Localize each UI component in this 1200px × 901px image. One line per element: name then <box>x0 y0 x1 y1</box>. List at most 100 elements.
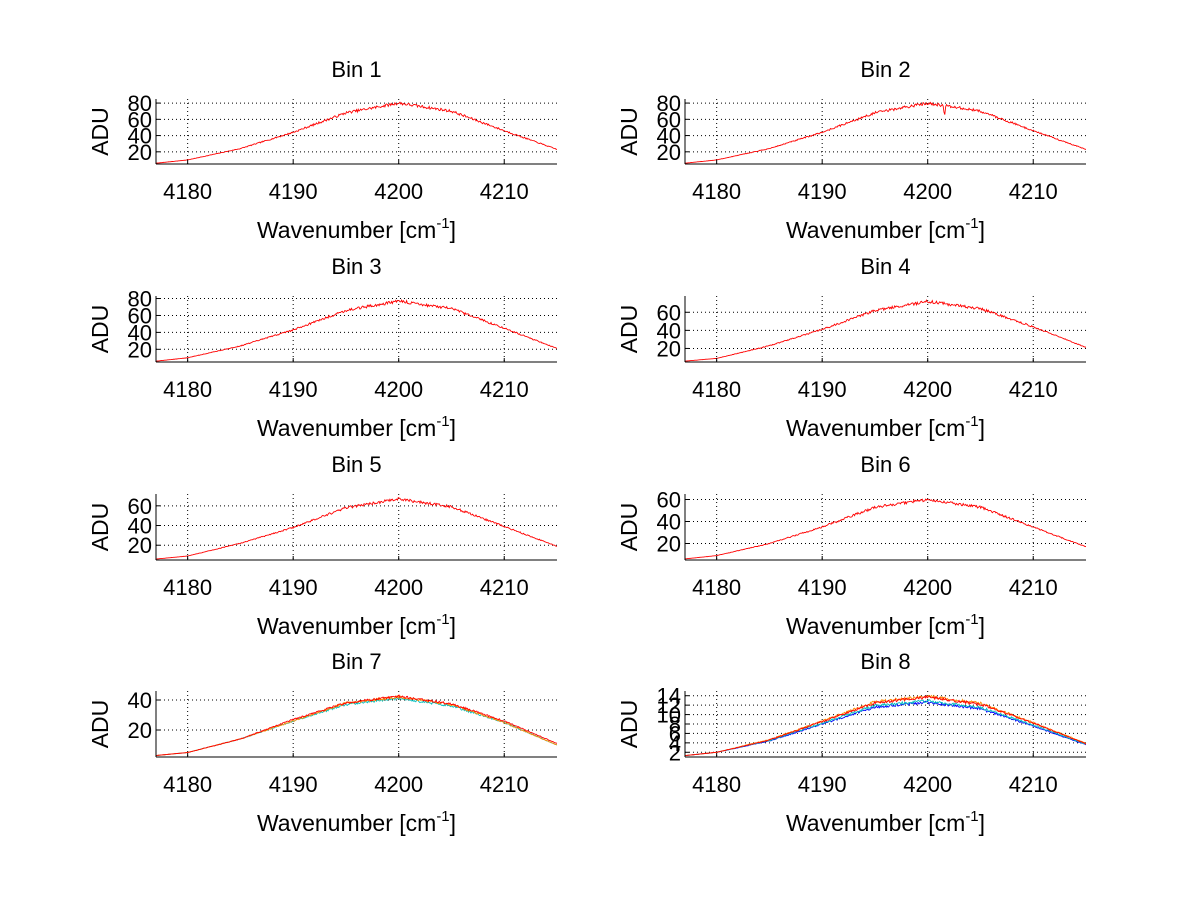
x-tick-label: 4180 <box>163 179 212 204</box>
x-tick-label: 4190 <box>269 772 318 797</box>
x-tick-label: 4180 <box>692 772 741 797</box>
x-axis-label: Wavenumber [cm-1] <box>786 808 985 836</box>
x-tick-label: 4210 <box>1009 772 1058 797</box>
plot-area <box>156 494 557 560</box>
y-tick-label: 40 <box>657 318 681 343</box>
series-line-s4 <box>685 694 1086 757</box>
x-tick-label: 4180 <box>163 772 212 797</box>
series-line-s3 <box>156 694 557 756</box>
plot-area <box>685 99 1086 164</box>
series-line-s1 <box>156 496 557 560</box>
y-axis-label: ADU <box>87 305 113 354</box>
plot-area <box>156 296 557 362</box>
y-axis-label: ADU <box>87 503 113 552</box>
x-tick-label: 4200 <box>374 377 423 402</box>
x-axis-label: Wavenumber [cm-1] <box>257 808 456 836</box>
subplot-7: 4180 4190 4200 4210 20 40 Bin 7 Wavenumber [cm-… <box>87 649 557 836</box>
y-tick-label: 20 <box>128 140 152 165</box>
y-tick-label: 60 <box>128 107 152 132</box>
y-axis-label: ADU <box>616 305 642 354</box>
x-tick-label: 4190 <box>798 179 847 204</box>
y-tick-label: 40 <box>128 124 152 149</box>
y-tick-label: 12 <box>657 693 681 718</box>
series-line-s1 <box>685 101 1086 164</box>
x-tick-label: 4200 <box>903 575 952 600</box>
y-tick-label: 80 <box>128 287 152 312</box>
x-tick-label: 4200 <box>903 377 952 402</box>
y-tick-label: 40 <box>657 124 681 149</box>
x-tick-label: 4190 <box>798 575 847 600</box>
subplot-title: Bin 1 <box>331 57 381 82</box>
plot-area <box>685 296 1086 362</box>
y-tick-label: 6 <box>669 721 681 746</box>
subplot-title: Bin 3 <box>331 254 381 279</box>
x-tick-label: 4200 <box>374 179 423 204</box>
y-tick-label: 14 <box>657 684 681 709</box>
x-tick-label: 4200 <box>903 179 952 204</box>
x-tick-label: 4210 <box>480 377 529 402</box>
y-tick-label: 40 <box>128 688 152 713</box>
y-axis-label: ADU <box>616 503 642 552</box>
x-tick-label: 4210 <box>480 179 529 204</box>
subplot-title: Bin 5 <box>331 452 381 477</box>
y-tick-label: 60 <box>657 107 681 132</box>
y-tick-label: 2 <box>669 740 681 765</box>
plot-area <box>156 691 557 757</box>
subplot-title: Bin 4 <box>860 254 910 279</box>
x-tick-label: 4180 <box>692 377 741 402</box>
x-tick-label: 4200 <box>374 772 423 797</box>
y-axis-label: ADU <box>87 700 113 749</box>
x-tick-label: 4210 <box>1009 575 1058 600</box>
y-tick-label: 60 <box>128 494 152 519</box>
x-tick-label: 4210 <box>480 575 529 600</box>
y-tick-label: 20 <box>128 337 152 362</box>
y-tick-label: 20 <box>657 336 681 361</box>
y-tick-label: 60 <box>657 300 681 325</box>
x-tick-label: 4180 <box>163 575 212 600</box>
x-tick-label: 4200 <box>903 772 952 797</box>
x-tick-label: 4200 <box>374 575 423 600</box>
y-tick-label: 80 <box>128 91 152 116</box>
x-axis-label: Wavenumber [cm-1] <box>786 215 985 243</box>
x-axis-label: Wavenumber [cm-1] <box>786 413 985 441</box>
x-tick-label: 4190 <box>269 377 318 402</box>
y-tick-label: 40 <box>128 320 152 345</box>
y-tick-label: 20 <box>128 533 152 558</box>
y-tick-label: 80 <box>657 91 681 116</box>
x-tick-label: 4180 <box>692 575 741 600</box>
x-tick-label: 4190 <box>798 772 847 797</box>
x-axis-label: Wavenumber [cm-1] <box>257 215 456 243</box>
y-axis-label: ADU <box>87 107 113 156</box>
x-axis-label: Wavenumber [cm-1] <box>786 611 985 639</box>
series-line-s2 <box>685 699 1086 757</box>
y-axis-label: ADU <box>616 107 642 156</box>
y-tick-label: 20 <box>657 532 681 557</box>
y-tick-label: 20 <box>657 140 681 165</box>
y-axis-label: ADU <box>616 700 642 749</box>
subplot-title: Bin 6 <box>860 452 910 477</box>
x-tick-label: 4190 <box>269 575 318 600</box>
y-tick-label: 60 <box>128 303 152 328</box>
series-line-s1 <box>156 298 557 362</box>
subplot-title: Bin 8 <box>860 649 910 674</box>
x-tick-label: 4190 <box>269 179 318 204</box>
subplot-title: Bin 7 <box>331 649 381 674</box>
plot-area <box>685 494 1086 560</box>
x-tick-label: 4190 <box>798 377 847 402</box>
x-tick-label: 4180 <box>692 179 741 204</box>
x-tick-label: 4210 <box>1009 377 1058 402</box>
y-tick-label: 40 <box>128 514 152 539</box>
y-tick-label: 20 <box>128 718 152 743</box>
series-line-s1 <box>685 498 1086 560</box>
series-line-s1 <box>156 101 557 164</box>
x-tick-label: 4210 <box>480 772 529 797</box>
x-tick-label: 4180 <box>163 377 212 402</box>
y-tick-label: 60 <box>657 488 681 513</box>
y-tick-label: 8 <box>669 712 681 737</box>
